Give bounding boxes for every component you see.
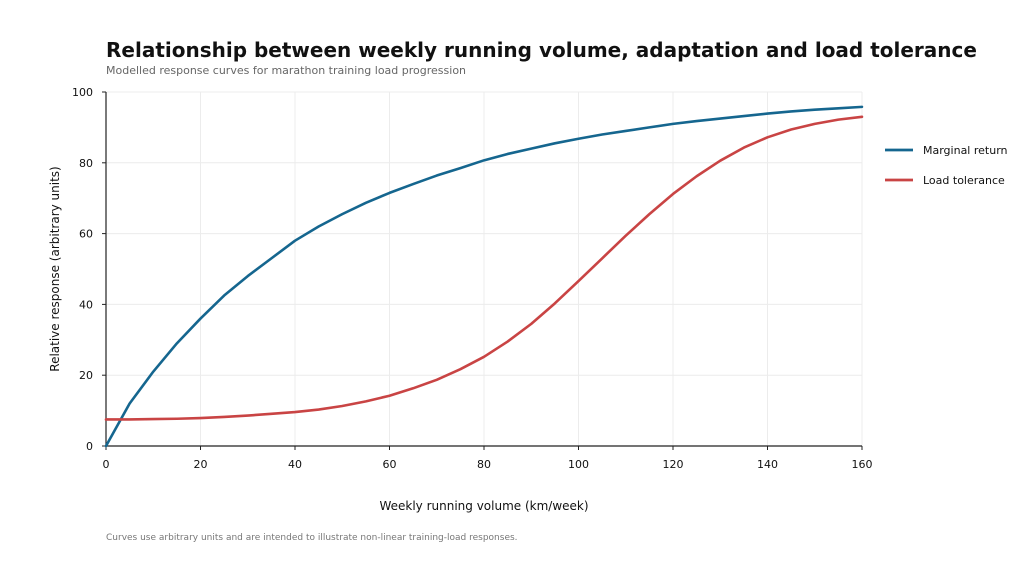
y-axis-label: Relative response (arbitrary units) [48, 166, 62, 371]
legend-label: Load tolerance [923, 174, 1005, 187]
x-tick-label: 160 [852, 458, 873, 471]
x-tick-label: 120 [663, 458, 684, 471]
legend: Marginal return Load tolerance [885, 144, 1008, 187]
x-tick-label: 80 [477, 458, 491, 471]
series-line-load-tolerance [104, 115, 864, 421]
x-tick-label: 20 [194, 458, 208, 471]
x-axis-label: Weekly running volume (km/week) [379, 499, 588, 513]
footnote: Curves use arbitrary units and are inten… [106, 533, 518, 543]
legend-label: Marginal return [923, 144, 1008, 157]
series-layer [104, 105, 864, 448]
chart-subtitle: Modelled response curves for marathon tr… [106, 64, 467, 77]
x-tick-label: 60 [383, 458, 397, 471]
x-tick-label: 40 [288, 458, 302, 471]
x-tick-label: 0 [103, 458, 110, 471]
y-tick-label: 40 [79, 298, 93, 311]
series-line-marginal-return [104, 105, 864, 448]
x-tick-label: 100 [568, 458, 589, 471]
y-tick-label: 80 [79, 157, 93, 170]
chart-title: Relationship between weekly running volu… [106, 38, 977, 62]
x-tick-label: 140 [757, 458, 778, 471]
y-tick-label: 60 [79, 228, 93, 241]
axes-layer: 0 20 40 60 80 100 120 140 160 0 20 40 60 80 100 [72, 86, 873, 471]
y-tick-label: 0 [86, 440, 93, 453]
y-tick-label: 20 [79, 369, 93, 382]
y-tick-label: 100 [72, 86, 93, 99]
